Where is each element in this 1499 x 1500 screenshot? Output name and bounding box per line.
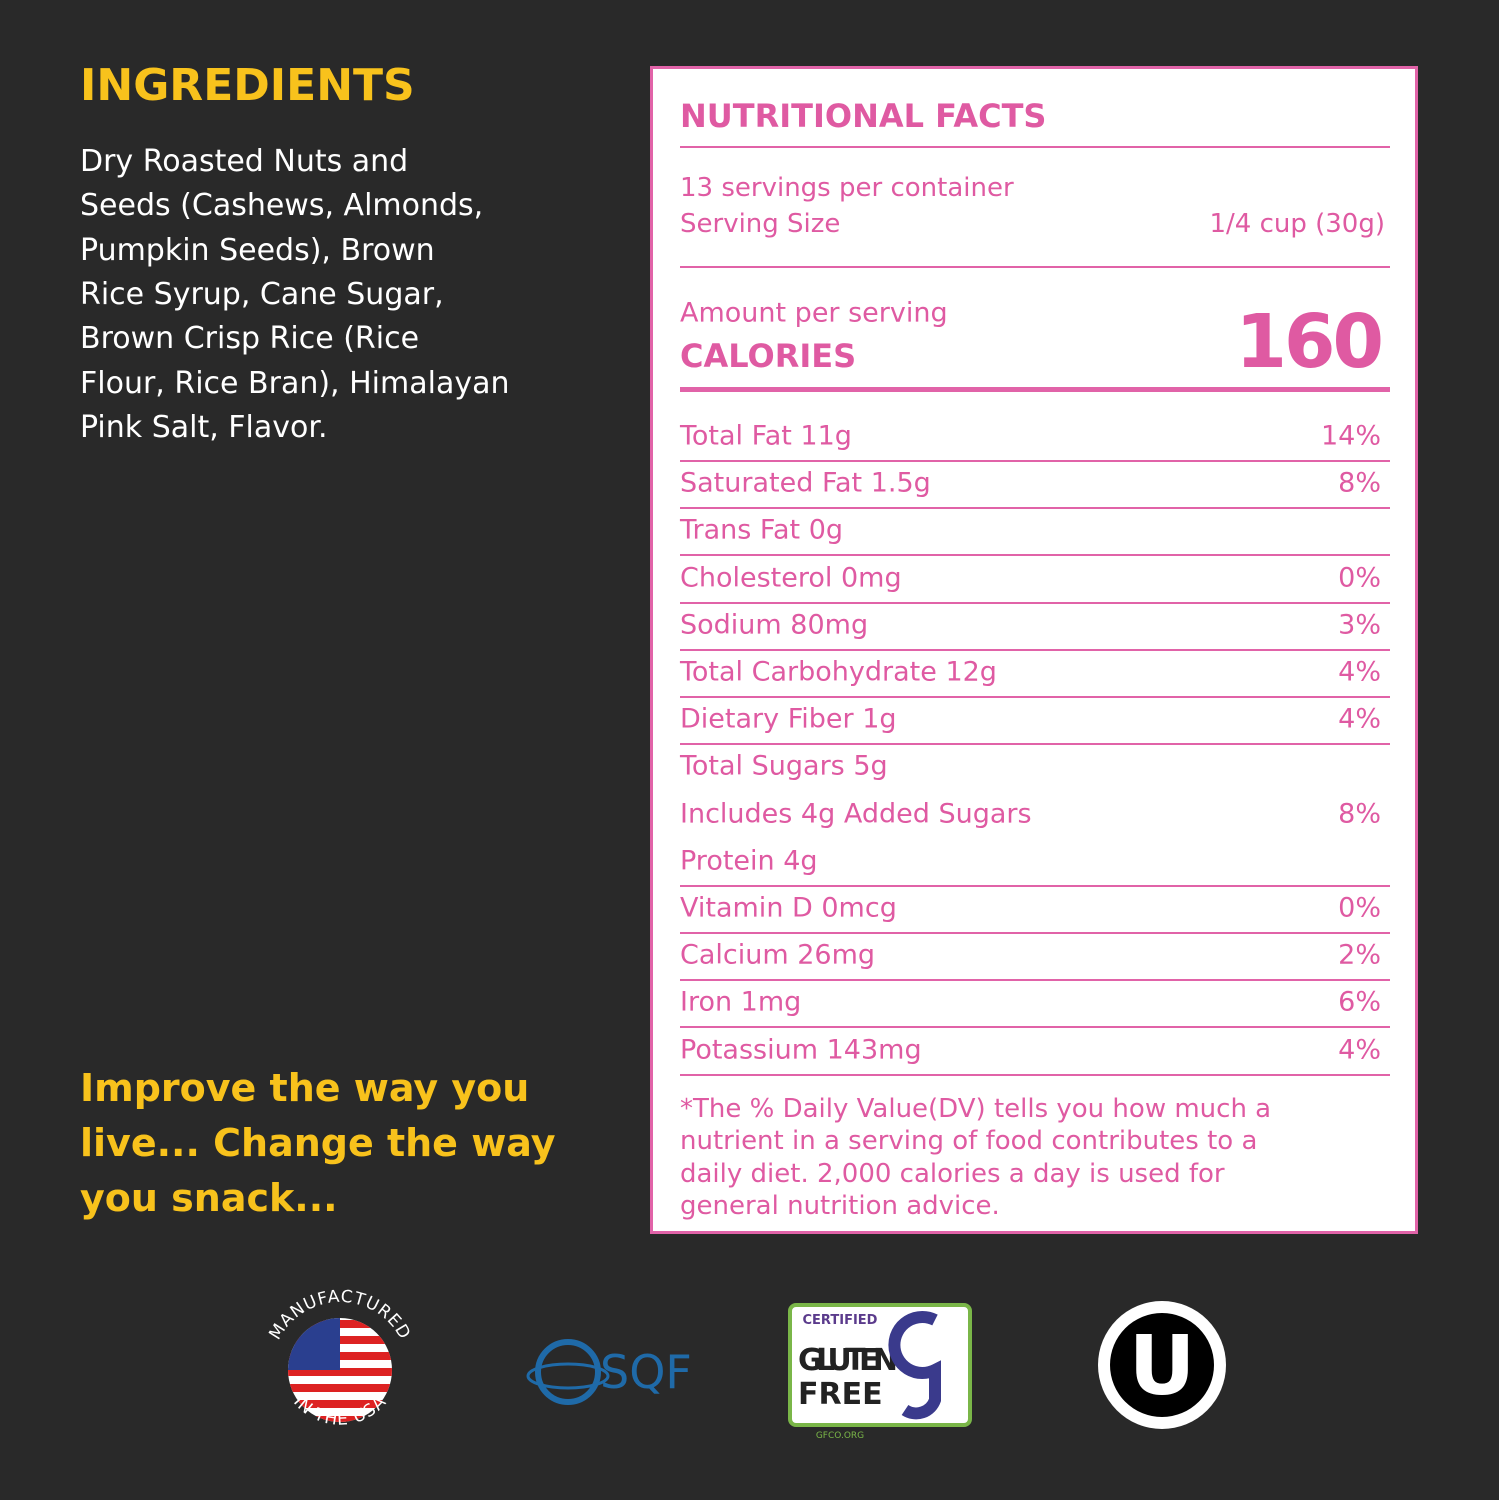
footnote-line: *The % Daily Value(DV) tells you how muc… xyxy=(680,1094,1272,1124)
nutrient-name: Saturated Fat 1.5g xyxy=(680,467,931,499)
rule xyxy=(680,696,1390,698)
badges: MANUFACTURED IN THE USA SQF CERTIFIED GL… xyxy=(265,1287,1226,1441)
rule xyxy=(680,648,1390,651)
nutrient-dv: 8% xyxy=(1338,798,1381,830)
nutrient-name: Trans Fat 0g xyxy=(680,514,844,546)
nutrient-dv: 3% xyxy=(1338,609,1381,641)
serving-size: 1/4 cup (30g) xyxy=(1209,209,1385,239)
ingredients-title: INGREDIENTS xyxy=(80,60,415,111)
gf-certified: CERTIFIED xyxy=(803,1313,878,1328)
nutrient-dv: 2% xyxy=(1338,939,1381,971)
nutrient-dv: 6% xyxy=(1338,986,1381,1018)
rule xyxy=(680,601,1390,604)
nutrient-dv: 14% xyxy=(1320,420,1381,452)
gf-gluten: GLUTEN xyxy=(798,1343,898,1378)
footnote-line: nutrient in a serving of food contribute… xyxy=(680,1126,1258,1157)
amount-label: Amount per serving xyxy=(680,297,948,329)
nutrient-dv: 4% xyxy=(1338,656,1381,688)
calories-label: CALORIES xyxy=(680,337,857,375)
kosher: U xyxy=(1129,1319,1196,1414)
rule xyxy=(680,1073,1390,1076)
nutrient-name: Includes 4g Added Sugars xyxy=(680,798,1032,830)
rule xyxy=(680,979,1390,982)
nutrient-name: Cholesterol 0mg xyxy=(680,562,902,594)
nutrient-name: Total Carbohydrate 12g xyxy=(680,656,997,688)
rule xyxy=(680,387,1390,392)
rule xyxy=(680,1026,1390,1029)
nutrient-name: Calcium 26mg xyxy=(680,939,876,971)
nutrient-name: Potassium 143mg xyxy=(680,1034,922,1066)
footnote-line: daily diet. 2,000 calories a day is used… xyxy=(680,1158,1225,1189)
nutrient-dv: 4% xyxy=(1338,703,1381,735)
ingredient-line: Pink Salt, Flavor. xyxy=(80,409,328,445)
nutrition-title: NUTRITIONAL FACTS xyxy=(680,97,1047,135)
serving-size-label: Serving Size xyxy=(680,209,841,239)
nutrient-dv: 0% xyxy=(1338,892,1381,924)
kosher-badge: U xyxy=(1098,1301,1226,1429)
ingredient-line: Pumpkin Seeds), Brown xyxy=(80,232,435,268)
nutrient-name: Sodium 80mg xyxy=(680,609,869,641)
rule xyxy=(680,266,1390,268)
ingredient-line: Rice Syrup, Cane Sugar, xyxy=(80,276,444,312)
rule xyxy=(680,146,1390,148)
gf-site: GFCO.ORG xyxy=(816,1431,864,1441)
tagline-line: Improve the way you xyxy=(80,1066,530,1110)
ingredient-line: Brown Crisp Rice (Rice xyxy=(80,321,420,357)
footnote-line: general nutrition advice. xyxy=(680,1190,1000,1221)
rule xyxy=(680,554,1390,557)
ingredient-line: Flour, Rice Bran), Himalayan xyxy=(80,365,510,401)
ingredient-line: Dry Roasted Nuts and xyxy=(80,144,409,179)
gluten-free-badge: CERTIFIED GLUTEN FREE GFCO.ORG xyxy=(788,1303,972,1441)
tagline-line: you snack... xyxy=(80,1176,338,1220)
rule xyxy=(680,743,1390,746)
nutrient-dv: 4% xyxy=(1338,1034,1381,1066)
ingredient-line: Seeds (Cashews, Almonds, xyxy=(80,188,484,224)
gf-free: FREE xyxy=(798,1377,883,1412)
nutrient-name: Dietary Fiber 1g xyxy=(680,703,897,735)
calories: 160 xyxy=(1235,299,1384,385)
nutrient-name: Vitamin D 0mcg xyxy=(680,892,897,924)
sqf-badge: SQF xyxy=(526,1339,692,1405)
nutrient-name: Total Fat 11g xyxy=(680,420,852,452)
rule xyxy=(680,460,1390,462)
nutrient-dv: 0% xyxy=(1338,562,1381,594)
servings: 13 servings per container xyxy=(680,173,1014,203)
rule xyxy=(680,884,1390,887)
rule xyxy=(680,507,1390,510)
sqf: SQF xyxy=(600,1345,692,1399)
usa-badge: MANUFACTURED IN THE USA xyxy=(265,1287,413,1430)
rule xyxy=(680,932,1390,934)
nutrient-name: Protein 4g xyxy=(680,845,818,877)
nutrient-name: Total Sugars 5g xyxy=(680,750,888,782)
tagline-line: live... Change the way xyxy=(80,1121,556,1165)
nutrient-dv: 8% xyxy=(1338,467,1381,499)
nutrient-name: Iron 1mg xyxy=(680,986,802,1018)
